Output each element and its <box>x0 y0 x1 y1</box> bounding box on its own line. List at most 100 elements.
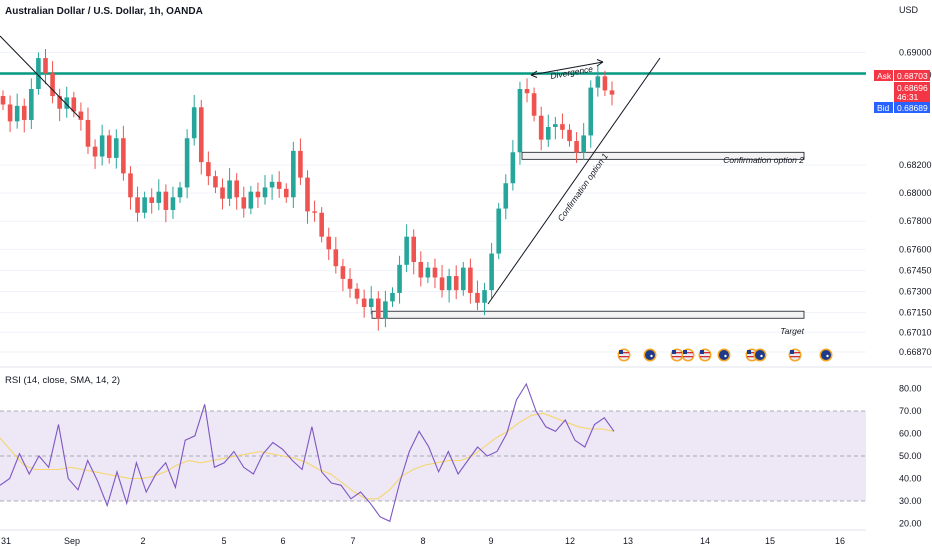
rsi-title[interactable]: RSI (14, close, SMA, 14, 2) <box>5 375 120 386</box>
candle-body <box>397 264 402 293</box>
us-flag-icon-stripe <box>700 356 710 358</box>
candle-body <box>269 181 275 188</box>
candle-body <box>163 191 169 210</box>
rsi-tick-label: 20.00 <box>899 519 922 529</box>
candle-body <box>298 150 303 178</box>
rsi-line <box>0 382 615 523</box>
price-gridlines <box>0 51 866 353</box>
us-flag-icon-stripe <box>683 356 693 358</box>
downtrend-line[interactable] <box>0 35 81 119</box>
candle-body <box>326 236 332 250</box>
candle-body <box>156 191 162 203</box>
candle-body <box>36 58 41 90</box>
candle-body <box>588 87 594 136</box>
au-flag-icon-star <box>724 354 727 358</box>
candle-body <box>560 124 565 130</box>
au-flag-icon-face <box>719 350 729 360</box>
confirmation-zone-box[interactable] <box>521 151 805 160</box>
us-flag-icon-stripe <box>672 352 682 354</box>
price-tick-label: 0.67800 <box>899 216 932 226</box>
candle-body <box>262 187 268 198</box>
last-price-value: 0.68696 <box>897 83 928 93</box>
candle-body <box>191 107 197 139</box>
candle-body <box>184 138 190 188</box>
candle-body <box>425 267 431 278</box>
au-flag-icon-star <box>760 354 763 358</box>
us-flag-icon-stripe <box>672 356 682 358</box>
bid-price-tag: Bid 0.68689 <box>874 102 930 113</box>
au-flag-icon-star <box>826 354 829 358</box>
au-flag-icon-face <box>755 350 765 360</box>
confirmation-option-1-label: Confirmation option 1 <box>555 151 610 223</box>
candle-body <box>404 236 409 265</box>
us-flag-icon-stripe <box>700 352 710 354</box>
candle-body <box>128 173 133 198</box>
candle-body <box>460 267 466 291</box>
price-tick-label: 0.67450 <box>899 265 932 275</box>
rsi-level-lines <box>0 410 866 502</box>
us-flag-icon <box>617 348 631 362</box>
candle-body <box>354 288 360 299</box>
candle-body <box>340 266 346 279</box>
divergence-arrow[interactable] <box>530 59 604 78</box>
us-flag-icon-stripe <box>747 356 757 358</box>
au-flag-icon-star <box>650 354 653 358</box>
candle-body <box>7 104 13 122</box>
us-flag-icon <box>681 348 695 362</box>
au-flag-icon <box>643 348 657 362</box>
time-tick-label: 9 <box>488 536 493 546</box>
bid-label: Bid <box>877 103 890 113</box>
candle-body <box>220 187 225 199</box>
candle-body <box>305 177 310 212</box>
candle-body <box>432 267 438 278</box>
time-tick-label: 12 <box>565 536 575 546</box>
target-zone-box[interactable] <box>371 310 805 319</box>
price-tick-label: 0.68200 <box>899 160 932 170</box>
candle-body <box>453 276 459 291</box>
candle-body <box>121 138 126 174</box>
candle-body <box>517 89 523 153</box>
us-flag-icon-canton <box>683 350 687 354</box>
time-axis[interactable]: 31 Sep 2 5 6 7 8 9 12 13 14 15 16 <box>1 536 845 546</box>
candle-body <box>64 97 70 109</box>
time-tick-label: 7 <box>350 536 355 546</box>
candle-body <box>376 298 381 319</box>
candle-body <box>71 97 77 112</box>
candle-body <box>531 93 537 116</box>
candle-body <box>106 135 112 158</box>
bar-countdown: 46:31 <box>897 92 919 102</box>
candle-body <box>609 90 615 95</box>
candle-body <box>602 76 608 91</box>
us-flag-icon-stripe <box>790 352 800 354</box>
candle-body <box>85 119 91 147</box>
au-flag-icon <box>717 348 731 362</box>
rsi-tick-label: 50.00 <box>899 451 922 461</box>
time-tick-label: 16 <box>835 536 845 546</box>
candle-body <box>57 96 62 109</box>
candle-body <box>475 292 480 303</box>
price-tick-label: 0.69000 <box>899 47 932 57</box>
au-flag-icon <box>819 348 833 362</box>
candle-body <box>383 301 388 319</box>
time-tick-label: 14 <box>700 536 710 546</box>
rsi-tick-label: 80.00 <box>899 384 922 394</box>
rsi-axis: 80.00 70.00 60.00 50.00 40.00 30.00 20.00 <box>899 384 922 529</box>
candle-body <box>255 191 261 198</box>
symbol-title[interactable]: Australian Dollar / U.S. Dollar, 1h, OAN… <box>5 6 203 17</box>
last-price-tag: 0.68696 46:31 <box>894 82 930 102</box>
time-tick-label: 2 <box>140 536 145 546</box>
ask-price-tag: Ask 0.68703 <box>874 70 930 81</box>
us-flag-icon-canton <box>672 350 676 354</box>
target-label: Target <box>780 326 804 336</box>
candle-body <box>206 162 211 177</box>
au-flag-icon-face <box>821 350 831 360</box>
candle-body <box>227 180 232 199</box>
candle-body <box>418 261 424 278</box>
us-flag-icon-stripe <box>747 352 757 354</box>
uptrend-line[interactable] <box>487 57 661 305</box>
us-flag-icon-canton <box>790 350 794 354</box>
candle-body <box>524 89 530 94</box>
candle-body <box>43 58 48 74</box>
